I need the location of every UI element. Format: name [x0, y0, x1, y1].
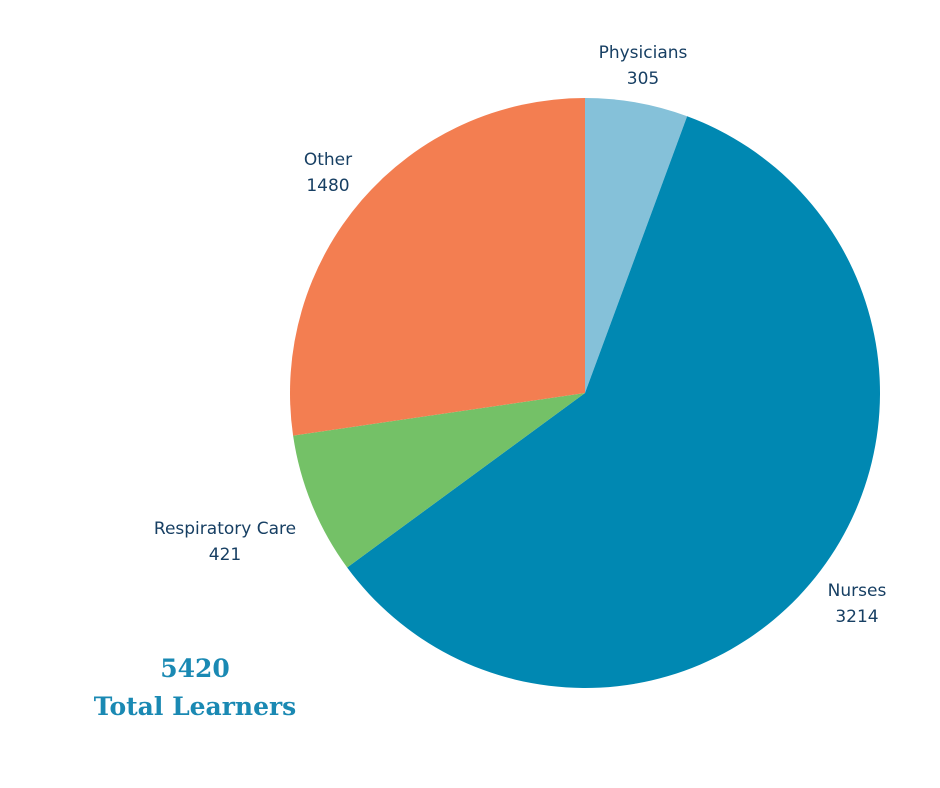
slice-label: Nurses [828, 581, 887, 601]
pie-slice-respiratory-care [293, 393, 585, 568]
total-label: Total Learners [94, 692, 297, 721]
slice-value-label: 421 [209, 545, 241, 565]
slice-value-label: 3214 [835, 607, 878, 627]
slice-value-label: 305 [627, 69, 659, 89]
slice-value-label: 1480 [306, 176, 349, 196]
pie-slice-nurses [347, 116, 881, 688]
slice-label: Respiratory Care [154, 519, 296, 539]
slice-label: Other [304, 150, 352, 170]
slice-label: Physicians [599, 43, 688, 63]
total-value: 5420 [160, 654, 230, 683]
pie-slice-other [290, 98, 585, 436]
pie-slice-physicians [585, 98, 688, 393]
